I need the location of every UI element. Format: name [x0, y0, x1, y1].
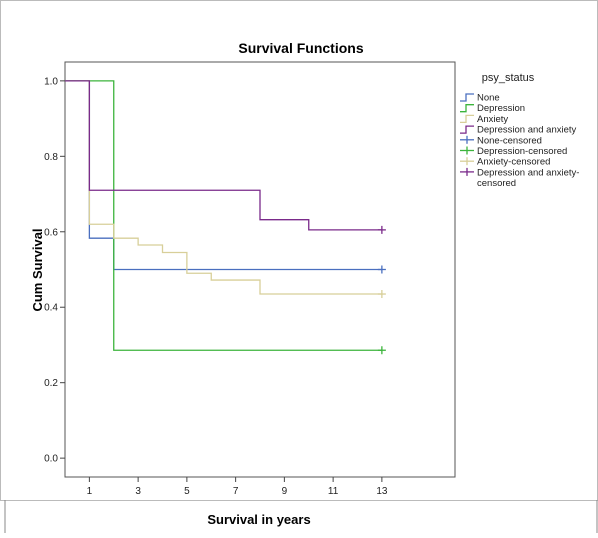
legend-item: Anxiety: [460, 114, 508, 125]
legend-swatch-step: [460, 93, 474, 102]
legend-item: Depression and anxiety: [460, 125, 577, 136]
x-tick-label: 3: [135, 486, 141, 497]
censor-mark-depression: [377, 346, 386, 355]
y-axis-title: Cum Survival: [30, 228, 45, 311]
legend-item: Depression and anxiety-censored: [460, 167, 579, 189]
x-tick-label: 9: [282, 486, 288, 497]
legend-label: Depression-censored: [477, 146, 567, 157]
censor-mark-depression-and-anxiety: [377, 225, 386, 234]
legend-label: Anxiety: [477, 114, 508, 125]
legend-label: None-censored: [477, 135, 542, 146]
legend-label-cont: censored: [477, 178, 516, 189]
y-tick-label: 1.0: [44, 76, 58, 87]
legend-label: None: [477, 93, 500, 104]
y-tick-label: 0.6: [44, 227, 58, 238]
censor-marks: [377, 225, 386, 355]
censor-mark-anxiety: [377, 290, 386, 299]
legend-title: psy_status: [482, 72, 535, 84]
legend-item: None-censored: [460, 135, 542, 146]
legend-item: Depression-censored: [460, 146, 567, 157]
x-axis: 1 3 5 7 9 11 13: [87, 477, 388, 497]
y-tick-label: 0.0: [44, 454, 58, 465]
legend-item: Anxiety-censored: [460, 157, 550, 168]
y-axis: 0.0 0.2 0.4 0.6 0.8 1.0: [44, 76, 65, 465]
chart-title: Survival Functions: [238, 40, 363, 56]
legend-label: Depression and anxiety: [477, 125, 577, 136]
x-tick-label: 11: [328, 486, 339, 497]
legend-swatch-step: [460, 114, 474, 124]
legend-label: Anxiety-censored: [477, 157, 550, 168]
legend-swatch-step: [460, 104, 474, 113]
y-tick-label: 0.2: [44, 378, 58, 389]
x-axis-title: Survival in years: [207, 512, 310, 527]
censor-mark-none: [377, 265, 386, 274]
series-line-depression-and-anxiety: [65, 80, 382, 231]
x-tick-label: 7: [233, 486, 239, 497]
legend-item: None: [460, 93, 500, 104]
legend-item: Depression: [460, 103, 525, 114]
x-tick-label: 5: [184, 486, 190, 497]
legend-label: Depression and anxiety-: [477, 167, 579, 178]
legend-swatch-step: [460, 125, 474, 134]
legend-label: Depression: [477, 103, 525, 114]
x-tick-label: 13: [376, 486, 388, 497]
x-tick-label: 1: [87, 486, 93, 497]
y-tick-label: 0.8: [44, 152, 58, 163]
series-line-anxiety: [65, 80, 382, 295]
y-tick-label: 0.4: [44, 303, 58, 314]
series-layer: [65, 80, 382, 351]
